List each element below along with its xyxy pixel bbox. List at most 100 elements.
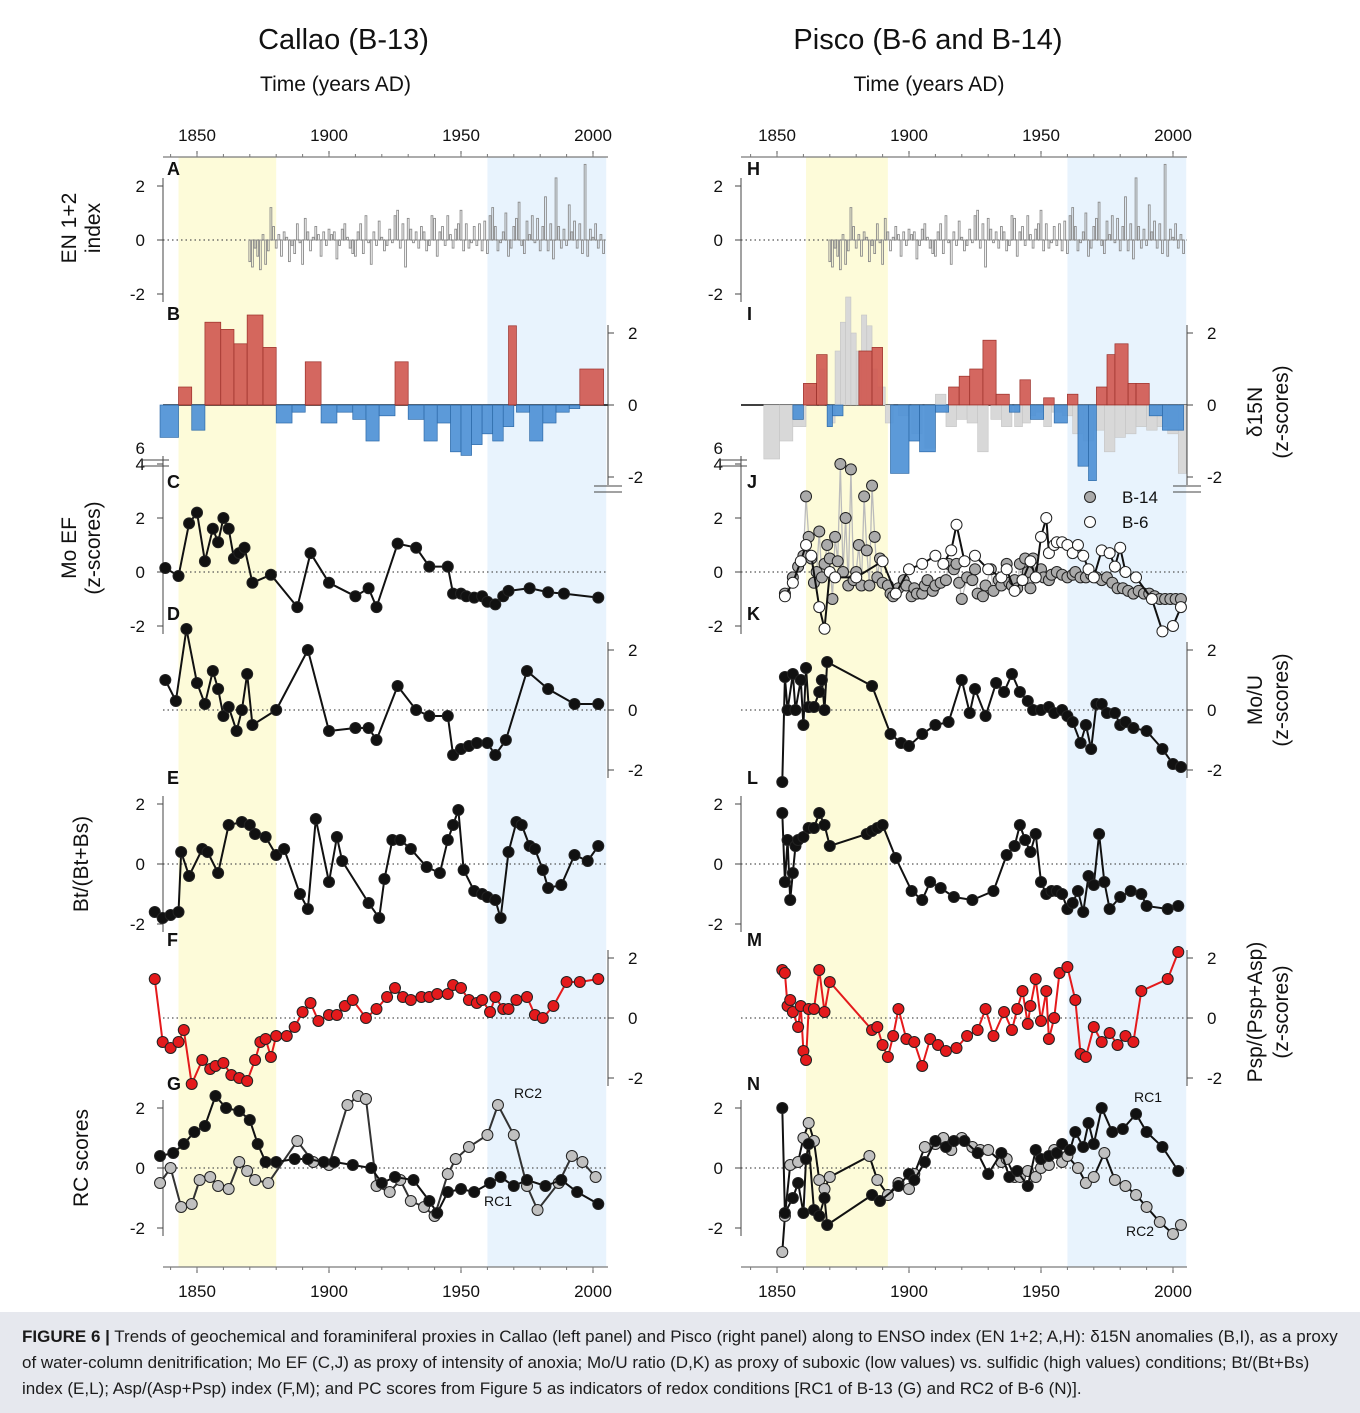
pisco-row-i-bar — [1077, 404, 1089, 467]
callao-row-a-enso-bar — [288, 239, 291, 263]
callao-row-a-enso-bar — [295, 223, 299, 241]
pisco-row-n-data-point — [802, 1117, 815, 1129]
callao-row-a-enso-bar — [475, 239, 479, 246]
callao-row-f-data-point — [312, 1015, 325, 1027]
pisco-row-k-data-point — [1066, 716, 1079, 728]
callao-row-a-enso-bar — [253, 239, 257, 249]
callao-row-a-enso-bar — [414, 231, 418, 241]
callao-row-g-data-point — [177, 1138, 190, 1150]
pisco-row-j-data-point — [1087, 571, 1100, 584]
pisco-row-n-data-point — [939, 1141, 952, 1153]
callao-row-g-data-point — [462, 1141, 475, 1153]
pisco-row-h-enso-bar — [1052, 226, 1056, 241]
pisco-row-n-data-point — [776, 1102, 789, 1114]
pisco-row-h-enso-bar — [1063, 220, 1067, 241]
callao-row-b-ytick-label: 2 — [628, 324, 637, 343]
pisco-row-h-enso-bar — [992, 239, 995, 244]
callao-row-a-enso-bar — [583, 163, 587, 241]
callao-row-c-data-point — [323, 576, 335, 589]
callao-row-d-data-point — [217, 710, 230, 722]
callao-row-e-data-point — [336, 855, 349, 867]
pisco-row-j-data-point — [818, 622, 831, 635]
callao-row-a-enso-bar — [359, 223, 363, 241]
callao-xtick-bottom: 1950 — [442, 1282, 480, 1301]
pisco-row-i-bar — [1127, 383, 1137, 406]
callao-row-g-data-point — [249, 1174, 262, 1186]
pisco-xtick-bottom: 1950 — [1022, 1282, 1060, 1301]
callao-row-a-enso-bar — [554, 177, 558, 241]
pisco-xtick-bottom: 1900 — [890, 1282, 928, 1301]
pisco-row-l-data-point — [786, 867, 799, 879]
callao-row-b-bar — [159, 404, 179, 438]
pisco-row-i-ghost-bar — [1104, 404, 1116, 453]
pisco-row-j-data-point — [1077, 549, 1090, 562]
pisco-row-h-enso-bar — [902, 231, 906, 241]
pisco-row-k-data-point — [818, 704, 831, 716]
pisco-row-m-letter: M — [747, 930, 762, 950]
callao-row-f-ytick-label: 0 — [628, 1009, 637, 1028]
pisco-row-h-enso-bar — [1005, 239, 1009, 252]
callao-row-e-data-point — [175, 846, 188, 858]
callao-row-a-enso-bar — [388, 228, 392, 241]
pisco-row-i-bar — [816, 354, 828, 406]
callao-shade-blue — [487, 157, 607, 1267]
callao-row-d-data-point — [441, 710, 454, 722]
pisco-row-k-data-point — [1174, 761, 1187, 773]
callao-row-a-letter: A — [167, 159, 180, 179]
pisco-row-m-data-point — [1135, 985, 1148, 997]
pisco-row-h-enso-bar — [1084, 212, 1088, 241]
callao-row-a-enso-bar — [499, 239, 502, 244]
callao-row-a-enso-bar — [570, 231, 574, 241]
callao-row-g-data-point — [328, 1156, 341, 1168]
pisco-row-j-data-point — [1029, 571, 1042, 584]
pisco-row-i-bar — [935, 404, 949, 413]
pisco-row-j-data-point — [866, 479, 879, 492]
callao-row-c-data-point — [217, 512, 230, 524]
pisco-row-j-data-point — [839, 512, 852, 524]
pisco-row-m-data-point — [1024, 1000, 1037, 1012]
pisco-row-n-data-point — [1056, 1138, 1069, 1150]
pisco-row-l-data-point — [818, 819, 831, 831]
callao-row-e-data-point — [378, 873, 391, 885]
callao-row-g-data-point — [481, 1129, 494, 1141]
callao-row-d-data-point — [198, 698, 211, 710]
pisco-row-j-data-point — [868, 530, 881, 543]
pisco-row-i-ghost-bar — [779, 404, 794, 442]
pisco-row-m-data-point — [1172, 946, 1185, 958]
callao-row-g-data-point — [375, 1177, 388, 1189]
callao-row-a-enso-bar — [422, 231, 426, 241]
pisco-row-h-enso-bar — [1150, 231, 1154, 241]
pisco-row-k-data-point — [1108, 707, 1121, 719]
pisco-row-m-data-point — [979, 1003, 992, 1015]
callao-row-c-data-point — [370, 601, 383, 614]
callao-row-f-data-point — [502, 1003, 515, 1015]
pisco-row-h-enso-bar — [1055, 239, 1059, 246]
pisco-row-m-ytick-label: 2 — [1207, 949, 1216, 968]
pisco-row-m-data-point — [1053, 967, 1066, 979]
pisco-row-l-data-point — [934, 882, 947, 894]
pisco-right-axis-label-i: (z-scores) — [1270, 365, 1293, 458]
pisco-row-k-ytick-label: 0 — [1207, 701, 1216, 720]
pisco-row-n-data-point — [1029, 1144, 1042, 1156]
pisco-row-h-enso-bar — [1134, 177, 1138, 241]
callao-row-d-series-line — [164, 628, 599, 757]
callao-row-a-enso-bar — [594, 223, 597, 241]
callao-row-g-data-point — [592, 1198, 605, 1210]
pisco-row-k-data-point — [929, 719, 942, 731]
pisco-row-n-data-point — [971, 1147, 984, 1159]
callao-row-a-enso-bar — [354, 239, 357, 257]
pisco-row-j-letter: J — [747, 472, 757, 492]
pisco-row-i-bar — [1162, 404, 1184, 431]
callao-row-b-bar — [378, 404, 396, 417]
callao-row-a-enso-bar — [567, 204, 571, 241]
pisco-row-h-enso-bar — [868, 239, 871, 263]
callao-row-g-data-point — [222, 1183, 235, 1195]
pisco-row-j-data-point — [805, 549, 818, 562]
callao-row-a-enso-bar — [385, 239, 389, 246]
callao-row-a-enso-bar — [467, 239, 471, 249]
callao-row-b-bar — [542, 404, 557, 424]
pisco-row-h-enso-bar — [1155, 239, 1159, 249]
callao-row-d-data-point — [301, 644, 314, 656]
pisco-row-k-data-point — [815, 674, 828, 686]
pisco-row-j-data-point — [858, 490, 871, 503]
